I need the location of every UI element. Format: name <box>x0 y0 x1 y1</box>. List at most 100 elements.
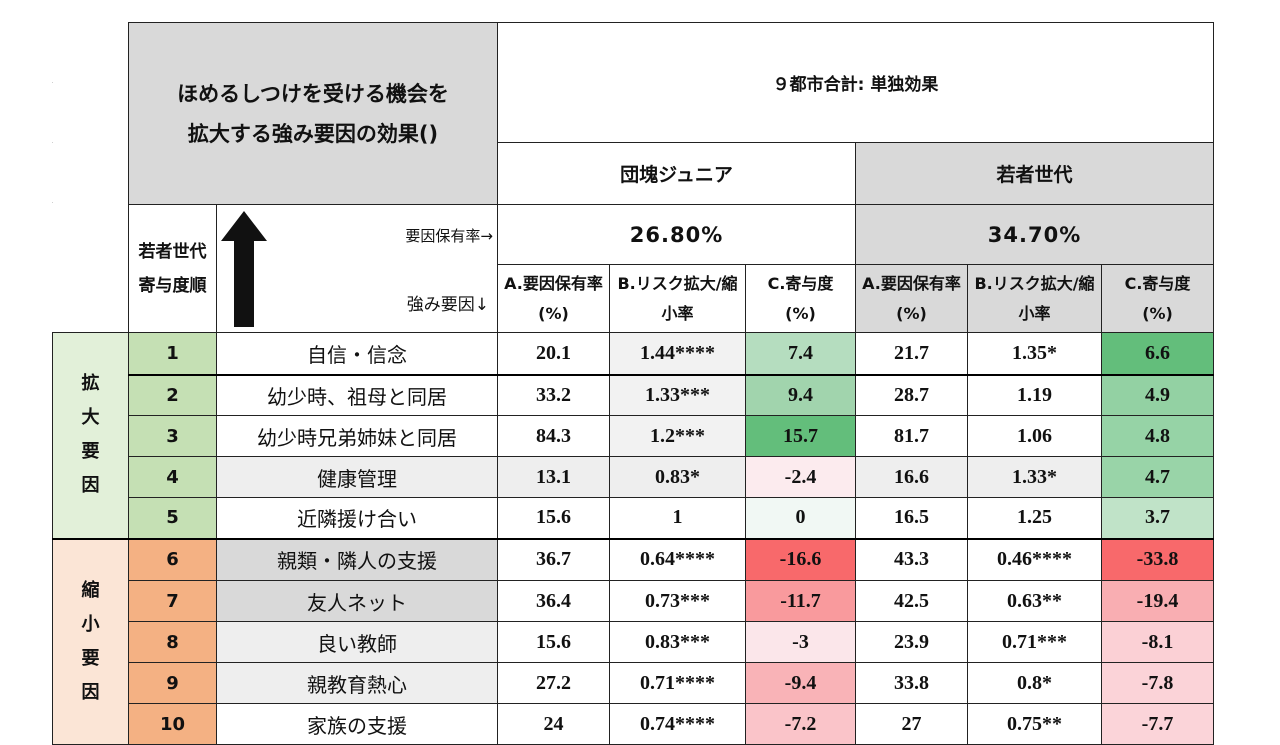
factor-name: 近隣援け合い <box>216 497 498 540</box>
gen2-holding-rate: 33.8 <box>855 662 968 704</box>
gen1-risk-ratio: 0.74**** <box>609 703 746 745</box>
gen1-holding-rate: 15.6 <box>497 497 610 540</box>
col-c-header-gen2: C.寄与度(%) <box>1100 264 1215 333</box>
gen1-holding-rate: 20.1 <box>497 332 610 376</box>
gen2-contribution: -33.8 <box>1100 538 1215 581</box>
factor-name: 友人ネット <box>216 580 498 622</box>
gen1-risk-ratio: 1.44**** <box>609 332 746 376</box>
gen2-contribution: 6.6 <box>1100 332 1215 376</box>
gen2-holding-rate: 27 <box>855 703 968 745</box>
gen2-contribution: 4.8 <box>1100 415 1215 457</box>
gen1-holding-rate: 24 <box>497 703 610 745</box>
gen2-holding-rate: 81.7 <box>855 415 968 457</box>
rank-cell: 2 <box>128 374 217 416</box>
effect-table: ほめるしつけを受ける機会を 拡大する強み要因の効果() ９都市合計: 単独効果 … <box>52 22 1215 745</box>
gen2-holding-rate: 28.7 <box>855 374 968 416</box>
label-cell: 要因保有率→ 強み要因↓ <box>216 204 498 333</box>
gen1-contribution: 7.4 <box>745 332 856 376</box>
gen1-contribution: -2.4 <box>745 456 856 498</box>
rank-cell: 10 <box>128 703 217 745</box>
gen1-contribution: 0 <box>745 497 856 540</box>
gen1-risk-ratio: 0.83* <box>609 456 746 498</box>
rank-cell: 7 <box>128 580 217 622</box>
overall-header: ９都市合計: 単独効果 <box>496 22 1215 143</box>
col-b-header-gen1: B.リスク拡大/縮小率 <box>609 264 746 333</box>
table-row: 拡大要因 1 自信・信念 20.1 1.44**** 7.4 21.7 1.35* 6.6 <box>52 332 1215 540</box>
gen1-risk-ratio: 1.33*** <box>609 374 746 416</box>
gen1-contribution: -11.7 <box>745 580 856 622</box>
table-title: ほめるしつけを受ける機会を 拡大する強み要因の効果() <box>128 22 498 205</box>
table-row: 8 良い教師 15.6 0.83*** -3 23.9 0.71*** -8.1 <box>53 621 1215 663</box>
gen1-risk-ratio: 0.71**** <box>609 662 746 704</box>
table-row: 5 近隣援け合い 15.6 1 0 16.5 1.25 3.7 <box>53 497 1215 540</box>
gen2-holding-rate: 16.5 <box>855 497 968 540</box>
gen1-holding-rate: 13.1 <box>497 456 610 498</box>
rank-cell: 8 <box>128 621 217 663</box>
gen1-contribution: -3 <box>745 621 856 663</box>
col-a-header-gen2: A.要因保有率(%) <box>855 264 968 333</box>
gen2-risk-ratio: 1.06 <box>967 415 1102 457</box>
gen2-holding-rate: 42.5 <box>855 580 968 622</box>
group-label-shrink: 縮小要因 <box>52 538 129 745</box>
gen2-holding-rate: 43.3 <box>855 538 968 581</box>
gen1-holding-rate: 27.2 <box>497 662 610 704</box>
gen1-contribution: 15.7 <box>745 415 856 457</box>
table-row: 縮小要因 6 親類・隣人の支援 36.7 0.64**** -16.6 43.3 0.46**… <box>52 538 1215 745</box>
table-row: 2 幼少時、祖母と同居 33.2 1.33*** 9.4 28.7 1.19 4.9 <box>53 374 1215 416</box>
gen2-rate: 34.70% <box>854 204 1215 265</box>
gen2-contribution: 4.7 <box>1100 456 1215 498</box>
factor-name: 健康管理 <box>216 456 498 498</box>
factor-name: 家族の支援 <box>216 703 498 745</box>
rank-cell: 6 <box>128 538 217 581</box>
up-arrow-icon <box>221 211 267 327</box>
gen1-risk-ratio: 1 <box>609 497 746 540</box>
col-a-header-gen1: A.要因保有率(%) <box>497 264 610 333</box>
strength-factor-label: 強み要因↓ <box>406 295 489 315</box>
gen2-risk-ratio: 1.35* <box>967 332 1102 376</box>
gen2-risk-ratio: 0.8* <box>967 662 1102 704</box>
table-row: 9 親教育熱心 27.2 0.71**** -9.4 33.8 0.8* -7.8 <box>53 662 1215 704</box>
col-c-header-gen1: C.寄与度(%) <box>745 264 856 333</box>
gen2-contribution: -19.4 <box>1100 580 1215 622</box>
table-row: 10 家族の支援 24 0.74**** -7.2 27 0.75** -7.7 <box>53 703 1215 745</box>
table-row: 7 友人ネット 36.4 0.73*** -11.7 42.5 0.63** -19.4 <box>53 580 1215 622</box>
factor-name: 良い教師 <box>216 621 498 663</box>
gen1-header: 団塊ジュニア <box>497 142 856 205</box>
gen1-rate: 26.80% <box>497 204 856 265</box>
gen2-contribution: -8.1 <box>1100 621 1215 663</box>
gen1-holding-rate: 15.6 <box>497 621 610 663</box>
rank-cell: 5 <box>128 497 217 540</box>
gen2-risk-ratio: 0.46**** <box>967 538 1102 581</box>
gen2-holding-rate: 23.9 <box>855 621 968 663</box>
gen2-risk-ratio: 0.71*** <box>967 621 1102 663</box>
factor-name: 親教育熱心 <box>216 662 498 704</box>
gen2-risk-ratio: 1.25 <box>967 497 1102 540</box>
factor-name: 親類・隣人の支援 <box>216 538 498 581</box>
rank-cell: 4 <box>128 456 217 498</box>
gen1-risk-ratio: 0.83*** <box>609 621 746 663</box>
factor-name: 幼少時、祖母と同居 <box>216 374 498 416</box>
table-row: 4 健康管理 13.1 0.83* -2.4 16.6 1.33* 4.7 <box>53 456 1215 498</box>
gen1-risk-ratio: 1.2*** <box>609 415 746 457</box>
rank-label: 若者世代寄与度順 <box>128 204 217 333</box>
gen2-contribution: 4.9 <box>1100 374 1215 416</box>
gen2-contribution: 3.7 <box>1100 497 1215 540</box>
gen1-contribution: -16.6 <box>745 538 856 581</box>
gen1-contribution: -7.2 <box>745 703 856 745</box>
factor-name: 幼少時兄弟姉妹と同居 <box>216 415 498 457</box>
rank-cell: 9 <box>128 662 217 704</box>
title-line1: ほめるしつけを受ける機会を <box>177 81 449 106</box>
gen2-risk-ratio: 0.75** <box>967 703 1102 745</box>
gen1-holding-rate: 36.7 <box>497 538 610 581</box>
title-line2: 拡大する強み要因の効果() <box>187 121 439 146</box>
table-row: 3 幼少時兄弟姉妹と同居 84.3 1.2*** 15.7 81.7 1.06 4.8 <box>53 415 1215 457</box>
rank-cell: 3 <box>128 415 217 457</box>
gen1-holding-rate: 33.2 <box>497 374 610 416</box>
gen2-contribution: -7.7 <box>1100 703 1215 745</box>
gen2-contribution: -7.8 <box>1100 662 1215 704</box>
gen2-holding-rate: 16.6 <box>855 456 968 498</box>
gen1-holding-rate: 36.4 <box>497 580 610 622</box>
gen2-holding-rate: 21.7 <box>855 332 968 376</box>
group-label-expand: 拡大要因 <box>52 332 129 540</box>
gen1-contribution: -9.4 <box>745 662 856 704</box>
